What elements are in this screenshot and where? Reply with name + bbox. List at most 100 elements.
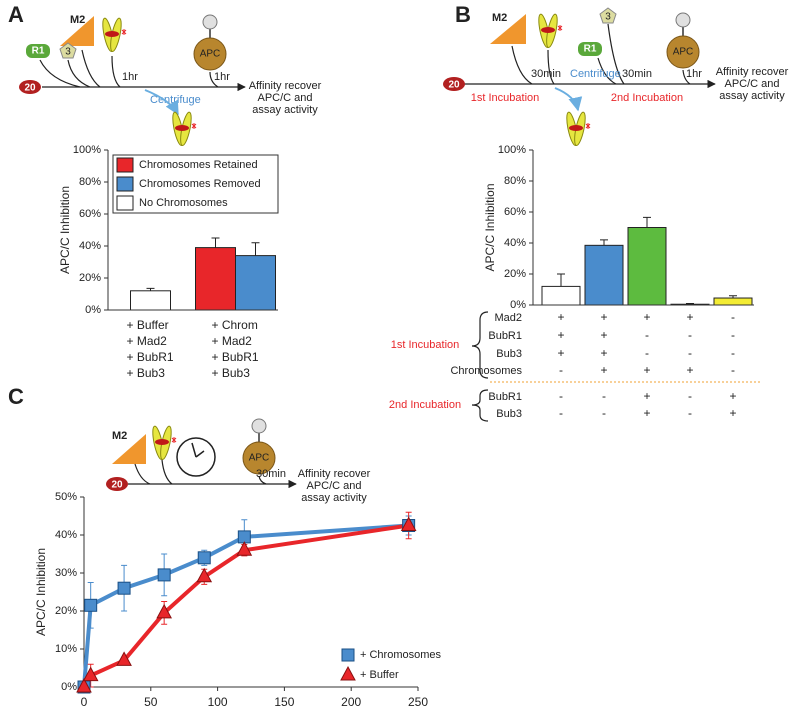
x-tick-label: 0 — [81, 695, 88, 709]
icon-label: R1 — [32, 46, 45, 57]
bar — [195, 247, 236, 311]
diagram-c: M2 APC 20 30min Affinity recover APC/C a… — [106, 418, 371, 504]
marker — [237, 530, 251, 544]
marker — [236, 541, 253, 556]
condition-cell: + — [729, 389, 736, 403]
condition-cell: + — [600, 310, 607, 324]
condition-group-label: 1st Incubation — [391, 339, 460, 351]
clock-hands — [191, 442, 205, 458]
incubation-label: 2nd Incubation — [611, 92, 683, 104]
y-axis-label: APC/C Inhibition — [58, 186, 72, 274]
error-bar — [600, 239, 608, 246]
step-label: 30min — [256, 468, 286, 480]
x-tick-label: + BubR1 — [212, 350, 259, 364]
y-tick-label: 20% — [55, 605, 77, 617]
icon-label: M2 — [492, 12, 507, 24]
start-label: 20 — [111, 480, 123, 491]
start-icon — [19, 80, 41, 94]
bar — [584, 244, 624, 306]
icon-label: APC — [673, 47, 694, 58]
condition-cell: - — [645, 328, 649, 342]
bubr1-icon — [578, 42, 602, 56]
condition-cell: + — [686, 363, 693, 377]
apc-icon — [242, 418, 276, 475]
step-label: 1hr — [686, 68, 702, 80]
flow-lines — [39, 49, 219, 88]
step-label: 1hr — [122, 71, 138, 83]
condition-name: Mad2 — [494, 312, 522, 324]
condition-cell: - — [688, 406, 692, 420]
bub3-icon — [59, 42, 77, 59]
y-tick-label: 20% — [79, 272, 101, 284]
bar — [235, 255, 276, 311]
chromosome-icon — [150, 424, 177, 461]
condition-group-label: 2nd Incubation — [389, 399, 461, 411]
icon-label: R1 — [584, 44, 597, 55]
bar — [541, 285, 581, 306]
x-tick-label: + Mad2 — [127, 334, 168, 348]
result-label: assay activity — [719, 90, 785, 102]
icon-label: APC — [200, 49, 221, 60]
mad2-icon — [60, 16, 94, 46]
y-tick-label: 0% — [85, 304, 101, 316]
y-tick-label: 20% — [504, 268, 526, 280]
legend-swatch — [341, 648, 355, 662]
x-tick-label: + Chrom — [212, 318, 258, 332]
marker — [84, 598, 98, 612]
marker — [156, 603, 172, 619]
y-tick-label: 80% — [79, 176, 101, 188]
condition-cell: - — [688, 346, 692, 360]
x-tick-label: 250 — [408, 695, 428, 709]
diagram-a: M2 R1 3 APC 20 1hr 1hr Centrifuge Affini… — [19, 14, 322, 147]
start-label: 20 — [24, 83, 36, 94]
diagram-b: M2 3 R1 APC 20 30min 30min 1hr Centrifug… — [443, 7, 789, 147]
error-bar — [146, 287, 155, 291]
result-label: APC/C and — [306, 480, 361, 492]
x-tick-label: 100 — [208, 695, 228, 709]
x-tick-label: + BubR1 — [127, 350, 174, 364]
mad2-icon — [112, 434, 146, 464]
condition-cell: + — [557, 310, 564, 324]
panel-label: C — [8, 384, 24, 409]
x-tick-label: + Mad2 — [212, 334, 253, 348]
condition-cell: + — [600, 328, 607, 342]
step-label: 1hr — [214, 71, 230, 83]
icon-label: 3 — [605, 12, 611, 23]
x-tick-label: 150 — [274, 695, 294, 709]
condition-cell: + — [557, 328, 564, 342]
bar — [713, 297, 753, 306]
y-tick-label: 100% — [73, 144, 101, 156]
incubation-label: 1st Incubation — [471, 92, 540, 104]
apc-icon — [666, 12, 700, 69]
legend-label: + Chromosomes — [360, 649, 442, 661]
step-label: 30min — [622, 68, 652, 80]
marker — [76, 677, 92, 693]
condition-cell: + — [600, 363, 607, 377]
condition-cell: + — [643, 363, 650, 377]
brace — [471, 389, 489, 422]
legend-swatch — [116, 157, 134, 173]
panel-label: A — [8, 2, 24, 27]
condition-cell: - — [731, 310, 735, 324]
condition-cell: - — [559, 363, 563, 377]
x-tick-label: + Bub3 — [127, 366, 166, 380]
condition-cell: - — [688, 389, 692, 403]
result-label: APC/C and — [257, 92, 312, 104]
y-tick-label: 50% — [55, 491, 77, 503]
result-label: assay activity — [301, 492, 367, 504]
condition-name: Bub3 — [496, 408, 522, 420]
condition-cell: + — [643, 310, 650, 324]
icon-label: M2 — [112, 430, 127, 442]
chromosome-icon — [536, 12, 563, 49]
result-label: assay activity — [252, 104, 318, 116]
condition-cell: + — [729, 406, 736, 420]
legend-swatch — [340, 665, 356, 681]
y-tick-label: 0% — [510, 299, 526, 311]
condition-name: BubR1 — [488, 330, 522, 342]
condition-cell: - — [731, 363, 735, 377]
icon-label: M2 — [70, 14, 85, 26]
y-axis-label: APC/C Inhibition — [34, 548, 48, 636]
start-label: 20 — [448, 80, 460, 91]
y-tick-label: 0% — [61, 681, 77, 693]
condition-cell: - — [559, 406, 563, 420]
